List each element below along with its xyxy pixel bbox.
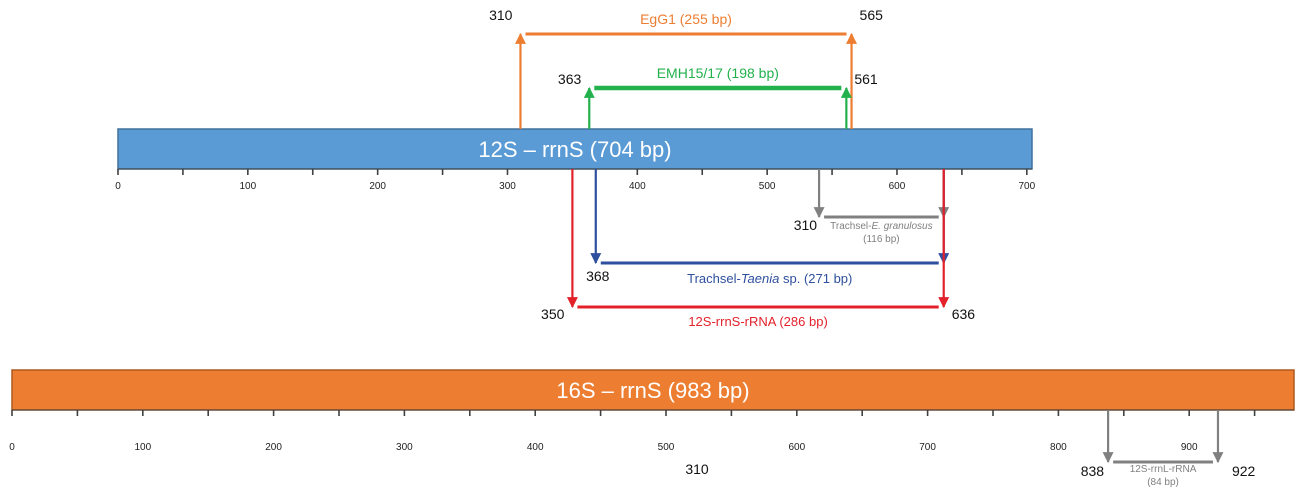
- amplicon-name: 12S-rrnS-rRNA (286 bp): [688, 314, 827, 329]
- start-position-label: 363: [558, 71, 582, 87]
- start-position-label: 368: [586, 268, 610, 284]
- end-position-label: 636: [952, 306, 976, 322]
- tick-label: 100: [239, 181, 256, 192]
- gene-bar-12s: [117, 128, 1033, 170]
- amplicon-name: Trachsel-E. granulosus: [830, 221, 932, 232]
- amplicon: 12S-rrnL-rRNA (84 bp) 838 922: [1081, 410, 1256, 488]
- tick-label: 100: [134, 442, 151, 453]
- amplicon: 12S-rrnS-rRNA (286 bp) 350 636: [541, 169, 975, 329]
- tick-label: 0: [115, 181, 121, 192]
- gene-bar-16s: [11, 369, 1295, 411]
- tick-label: 300: [396, 442, 413, 453]
- amplicon: EMH15/17 (198 bp) 363 561: [558, 65, 878, 129]
- tick-label: 700: [1018, 181, 1035, 192]
- amplicon: Trachsel-E. granulosus (116 bp) 310: [794, 169, 950, 245]
- start-position-label: 310: [489, 7, 513, 23]
- tick-label: 700: [919, 442, 936, 453]
- amplicon-size: (116 bp): [863, 234, 900, 245]
- tick-label: 500: [658, 442, 675, 453]
- end-position-label: 565: [860, 7, 884, 23]
- start-position-label: 838: [1081, 463, 1105, 479]
- tick-label: 300: [499, 181, 516, 192]
- end-position-label: 922: [1232, 463, 1256, 479]
- start-position-label: 310: [794, 217, 818, 233]
- amplicon: EgG1 (255 bp) 310 565: [489, 7, 883, 129]
- tick-label: 800: [1050, 442, 1067, 453]
- amplicon-name: Trachsel-Taenia sp. (271 bp): [687, 271, 852, 286]
- tick-label: 200: [369, 181, 386, 192]
- tick-label: 500: [759, 181, 776, 192]
- gene-title-12s: 12S – rrnS (704 bp): [478, 137, 671, 162]
- tick-label: 200: [265, 442, 282, 453]
- amplicon-name: EgG1 (255 bp): [640, 11, 732, 27]
- amplicon-name: EMH15/17 (198 bp): [657, 65, 779, 81]
- tick-label: 600: [788, 442, 805, 453]
- gene-title-16s: 16S – rrnS (983 bp): [556, 378, 749, 403]
- amplicon-name: 12S-rrnL-rRNA: [1130, 464, 1197, 475]
- tick-label: 900: [1181, 442, 1198, 453]
- tick-label: 400: [527, 442, 544, 453]
- start-position-label: 350: [541, 306, 565, 322]
- tick-label: 400: [629, 181, 646, 192]
- tick-label: 0: [9, 442, 15, 453]
- tick-label: 600: [889, 181, 906, 192]
- end-position-label: 561: [854, 71, 878, 87]
- amplicon-size: (84 bp): [1147, 477, 1179, 488]
- stray-position-label: 310: [685, 461, 709, 477]
